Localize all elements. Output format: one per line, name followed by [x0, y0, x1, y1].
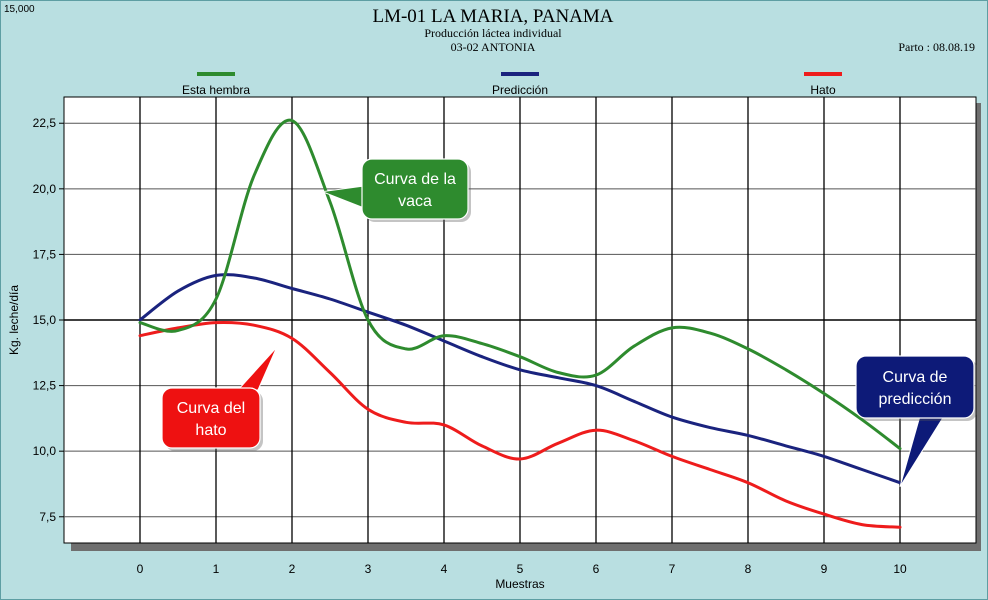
x-tick-label: 5: [517, 562, 524, 576]
x-tick-label: 1: [213, 562, 220, 576]
callout-text: Curva de: [883, 369, 948, 386]
callout-text: predicción: [879, 391, 952, 408]
x-tick-label: 7: [669, 562, 676, 576]
legend-label-esta-hembra: Esta hembra: [182, 83, 250, 97]
callout-box: [855, 355, 975, 419]
callout-box: [361, 158, 469, 220]
x-tick-label: 3: [365, 562, 372, 576]
callout-curva-prediccion: Curva de predicción: [855, 355, 977, 487]
x-tick-label: 9: [821, 562, 828, 576]
series-line-hato: [138, 320, 902, 529]
legend-label-hato: Hato: [810, 83, 836, 97]
y-tick-label: 10,0: [33, 444, 57, 458]
chart-title: LM-01 LA MARIA, PANAMA: [372, 6, 613, 27]
y-tick-label: 15,0: [33, 313, 57, 327]
x-tick-label: 2: [289, 562, 296, 576]
callout-curva-hato: Curva del hato: [161, 346, 278, 451]
x-axis-ticks: 0 1 2 3 4 5 6 7 8 9 10: [137, 562, 907, 576]
corner-value: 15,000: [4, 4, 35, 15]
x-tick-label: 10: [893, 562, 907, 576]
y-axis-ticks: 7,5 10,0 12,5 15,0 17,5 20,0 22,5: [33, 116, 64, 524]
y-tick-label: 17,5: [33, 247, 57, 261]
y-tick-label: 7,5: [39, 510, 56, 524]
callout-text: Curva de la: [374, 171, 456, 188]
x-tick-label: 8: [745, 562, 752, 576]
animal-name: 03-02 ANTONIA: [451, 40, 536, 54]
x-axis-label: Muestras: [495, 577, 544, 591]
callout-text: Curva del: [177, 400, 245, 417]
callout-box: [161, 387, 261, 449]
series-line-prediccion: [138, 273, 902, 485]
y-axis-label: Kg. leche/día: [7, 285, 21, 355]
callout-curva-vaca: Curva de la vaca: [320, 158, 471, 222]
legend: Esta hembra Predicción Hato: [182, 72, 842, 97]
x-tick-label: 6: [593, 562, 600, 576]
legend-label-prediccion: Predicción: [492, 83, 548, 97]
callout-text: hato: [195, 422, 226, 439]
series-lines: [138, 118, 902, 529]
series-line-esta-hembra: [138, 118, 902, 451]
parto-date: Parto : 08.08.19: [898, 40, 975, 54]
x-tick-label: 0: [137, 562, 144, 576]
y-tick-label: 20,0: [33, 182, 57, 196]
y-tick-label: 22,5: [33, 116, 57, 130]
y-tick-label: 12,5: [33, 379, 57, 393]
callouts: Curva de la vaca Curva del hato Curva de pred…: [161, 158, 977, 487]
callout-text: vaca: [398, 193, 432, 210]
x-tick-label: 4: [441, 562, 448, 576]
chart-subtitle: Producción láctea individual: [424, 26, 562, 40]
